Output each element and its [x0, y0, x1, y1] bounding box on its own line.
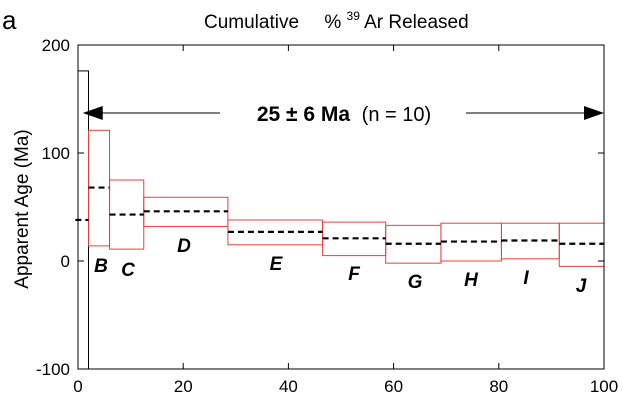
- step-g-error-box: [385, 224, 442, 264]
- plateau-arrowhead-right: [584, 106, 604, 120]
- x-tick-label: 60: [384, 377, 403, 396]
- x-tick-label: 20: [174, 377, 193, 396]
- step-label-h: H: [464, 270, 479, 291]
- y-tick-label: 0: [61, 252, 70, 271]
- step-label-e: E: [270, 254, 284, 275]
- x-tick-label: 100: [590, 377, 618, 396]
- y-axis-label: Apparent Age (Ma): [12, 129, 33, 288]
- panel-label: a: [2, 5, 17, 35]
- step-labels: B C D E F G H I J: [94, 236, 587, 297]
- y-tick-label: -100: [36, 360, 70, 379]
- x-tick-label: 0: [73, 377, 82, 396]
- step-label-j: J: [576, 276, 587, 297]
- chart-title: Cumulative % 39 Ar Released: [204, 4, 469, 33]
- plateau-age: 25 ± 6 Ma: [257, 103, 351, 126]
- y-tick-label: 100: [42, 144, 70, 163]
- y-tick-label: 200: [42, 36, 70, 55]
- x-tick-label: 80: [489, 377, 508, 396]
- step-label-b: B: [94, 256, 108, 277]
- step-label-g: G: [408, 272, 423, 293]
- step-age-lines: [75, 186, 604, 245]
- step-label-i: I: [523, 268, 529, 289]
- plot-frame: [77, 44, 605, 370]
- plateau-arrowhead-left: [82, 106, 103, 120]
- step-label-d: D: [177, 236, 191, 257]
- title-isotope-mass: 39: [347, 9, 361, 23]
- plateau-count: (n = 10): [362, 104, 431, 126]
- title-percent: %: [324, 12, 341, 33]
- step-i-error-box: [500, 222, 560, 260]
- title-prefix: Cumulative: [204, 12, 299, 33]
- plateau-annotation: 25 ± 6 Ma (n = 10): [82, 103, 604, 126]
- title-suffix: Ar Released: [364, 12, 469, 33]
- x-tick-label: 40: [279, 377, 298, 396]
- plateau-label: 25 ± 6 Ma (n = 10): [257, 103, 431, 126]
- step-label-f: F: [348, 264, 361, 285]
- step-label-c: C: [121, 260, 135, 281]
